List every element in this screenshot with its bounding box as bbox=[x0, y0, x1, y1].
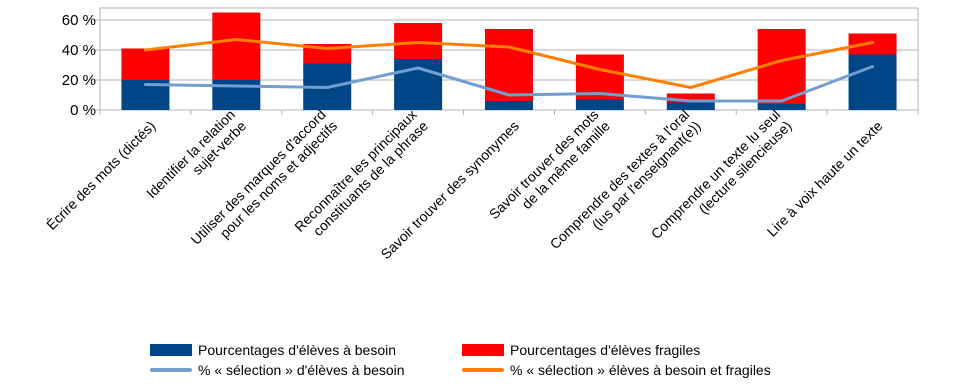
legend-label-selection-besoin: % « sélection » d'élèves à besoin bbox=[198, 362, 405, 378]
bar bbox=[666, 93, 715, 103]
y-tick-label: 40 % bbox=[62, 42, 96, 59]
bar bbox=[575, 99, 624, 110]
legend-item-fragiles: Pourcentages d'élèves fragiles bbox=[462, 342, 700, 358]
bar bbox=[757, 104, 806, 110]
y-tick-label: 60 % bbox=[62, 12, 96, 29]
legend-swatch-fragiles bbox=[462, 344, 504, 356]
legend-item-besoin: Pourcentages d'élèves à besoin bbox=[150, 342, 396, 358]
bar bbox=[394, 23, 443, 59]
bar bbox=[485, 101, 533, 110]
legend-label-besoin: Pourcentages d'élèves à besoin bbox=[198, 342, 397, 358]
y-tick-label: 0 % bbox=[70, 102, 96, 119]
bar bbox=[666, 102, 715, 110]
x-tick-label: Écrire des mots (dictés) bbox=[43, 118, 158, 233]
legend-item-selection-besoin: % « sélection » d'élèves à besoin bbox=[150, 362, 405, 378]
bars bbox=[121, 12, 897, 110]
legend-swatch-selection-besoin bbox=[150, 368, 192, 372]
legend-label-selection-besoin-fragiles: % « sélection » élèves à besoin et fragi… bbox=[510, 362, 771, 378]
y-axis: 0 % 20 % 40 % 60 % bbox=[62, 12, 919, 119]
bar bbox=[212, 12, 261, 80]
bar bbox=[575, 54, 624, 100]
bar bbox=[121, 48, 170, 80]
legend-swatch-selection-besoin-fragiles bbox=[462, 368, 504, 372]
legend-label-fragiles: Pourcentages d'élèves fragiles bbox=[510, 342, 701, 358]
series-line bbox=[143, 65, 875, 103]
legend-swatch-besoin bbox=[150, 344, 192, 356]
x-axis-labels: Écrire des mots (dictés)Identifier la re… bbox=[43, 106, 886, 262]
series-line bbox=[143, 38, 875, 89]
legend-item-selection-besoin-fragiles: % « sélection » élèves à besoin et fragi… bbox=[462, 362, 771, 378]
y-tick-label: 20 % bbox=[62, 72, 96, 89]
bar bbox=[848, 54, 897, 110]
x-tick-label-line: Écrire des mots (dictés) bbox=[43, 118, 158, 233]
series-lines bbox=[143, 38, 875, 103]
